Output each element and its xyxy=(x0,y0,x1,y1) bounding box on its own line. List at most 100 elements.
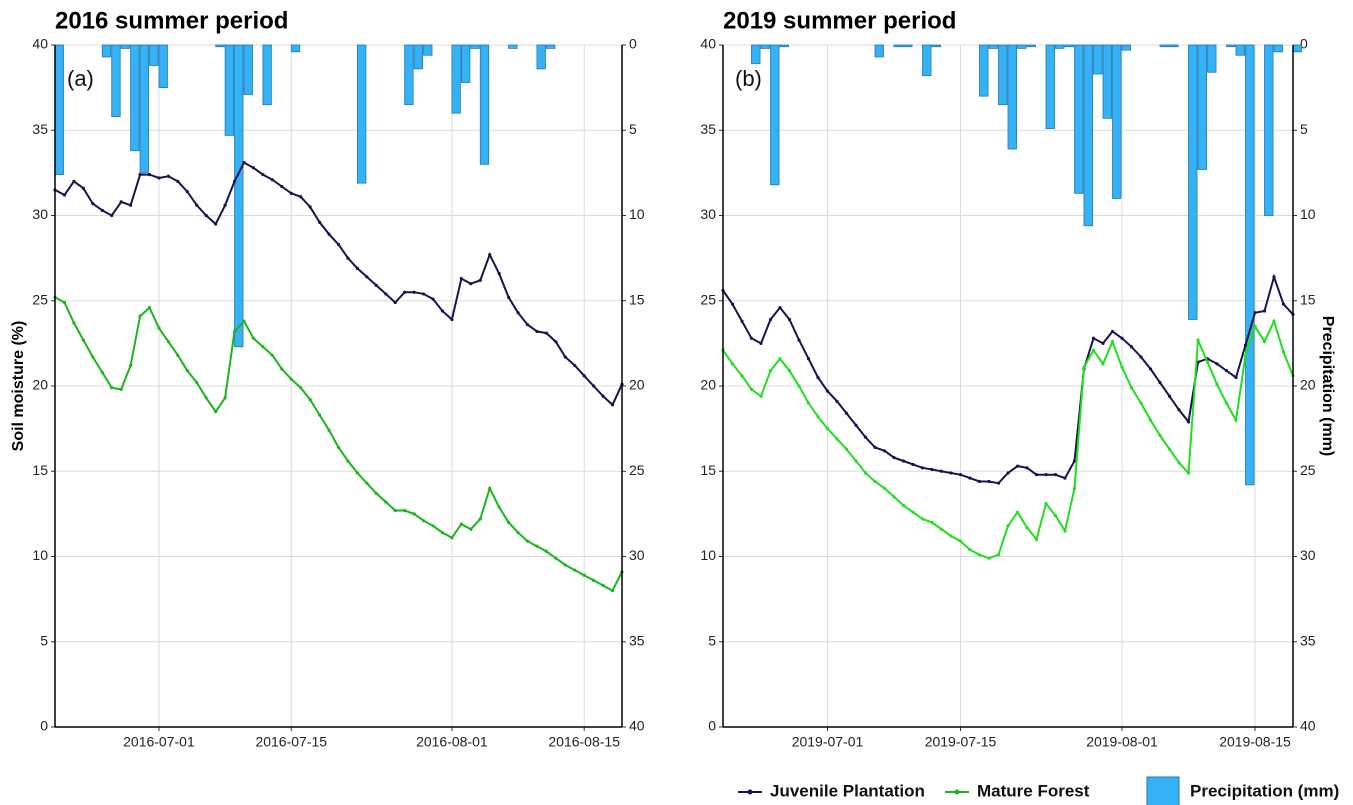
moisture-point xyxy=(204,396,208,400)
moisture-point xyxy=(62,193,67,197)
moisture-point xyxy=(336,445,341,449)
precip-bar xyxy=(1169,44,1179,48)
moisture-point xyxy=(195,203,199,207)
moisture-point xyxy=(797,338,801,342)
moisture-point xyxy=(1262,340,1267,344)
moisture-point xyxy=(308,398,312,402)
moisture-point xyxy=(825,427,830,431)
moisture-point xyxy=(1120,336,1124,340)
moisture-point xyxy=(601,583,605,588)
y-tick-label: 20 xyxy=(32,377,48,393)
moisture-point xyxy=(1120,365,1124,369)
moisture-line xyxy=(722,273,1294,485)
moisture-point xyxy=(1234,375,1238,380)
moisture-point xyxy=(554,556,558,560)
moisture-point xyxy=(1063,529,1067,533)
moisture-point xyxy=(873,445,877,449)
moisture-point xyxy=(403,290,407,294)
moisture-point xyxy=(440,531,445,535)
moisture-point xyxy=(91,355,95,359)
x-tick-label: 2019-08-15 xyxy=(1219,734,1291,750)
x-tick-label: 2016-08-15 xyxy=(548,734,620,750)
moisture-point xyxy=(507,520,511,525)
moisture-point xyxy=(987,556,991,560)
moisture-point xyxy=(270,178,274,182)
moisture-point xyxy=(204,213,208,218)
moisture-point xyxy=(440,309,445,313)
moisture-point xyxy=(223,203,227,207)
moisture-point xyxy=(289,191,293,195)
moisture-point xyxy=(81,186,85,190)
moisture-point xyxy=(459,522,463,526)
moisture-point xyxy=(421,292,426,296)
moisture-point xyxy=(535,544,539,548)
moisture-point xyxy=(911,510,915,514)
moisture-point xyxy=(854,423,858,427)
moisture-point xyxy=(195,380,199,385)
y-tick-label: 25 xyxy=(700,291,716,307)
moisture-point xyxy=(1272,275,1276,279)
precip-bar xyxy=(262,44,272,106)
moisture-point xyxy=(1177,408,1181,412)
precip-bar xyxy=(404,44,414,106)
moisture-point xyxy=(185,190,189,194)
moisture-point xyxy=(996,553,1001,557)
moisture-point xyxy=(911,462,915,467)
moisture-point xyxy=(749,336,754,340)
moisture-point xyxy=(544,549,549,553)
precip-bar xyxy=(1055,44,1065,49)
moisture-point xyxy=(138,314,142,318)
moisture-point xyxy=(478,278,482,282)
moisture-point xyxy=(507,295,511,299)
moisture-point xyxy=(1034,473,1039,477)
moisture-point xyxy=(573,363,577,368)
moisture-point xyxy=(403,508,407,513)
moisture-point xyxy=(930,467,934,472)
panel-annotation: (b) xyxy=(735,66,762,91)
moisture-point xyxy=(214,222,218,226)
moisture-point xyxy=(289,377,293,381)
moisture-point xyxy=(251,336,256,340)
moisture-point xyxy=(412,290,416,294)
y-tick-label: 20 xyxy=(700,377,716,393)
moisture-point xyxy=(1101,341,1105,345)
legend-label: Precipitation (mm) xyxy=(1190,781,1339,800)
moisture-point xyxy=(730,302,735,306)
moisture-point xyxy=(1243,353,1248,357)
moisture-point xyxy=(1063,476,1067,480)
legend-swatch xyxy=(1146,776,1180,805)
moisture-point xyxy=(987,479,991,484)
x-tick-label: 2016-07-01 xyxy=(123,734,195,750)
moisture-point xyxy=(1224,401,1229,405)
moisture-point xyxy=(892,456,896,460)
moisture-point xyxy=(459,276,463,281)
moisture-point xyxy=(1101,362,1105,366)
moisture-point xyxy=(863,471,868,475)
precip-bar xyxy=(931,44,941,48)
precip-bar xyxy=(1083,44,1093,227)
y2-tick-label: 30 xyxy=(1300,547,1316,563)
precip-bar xyxy=(546,44,556,49)
moisture-point xyxy=(778,305,782,310)
moisture-point xyxy=(873,479,877,484)
precip-bar xyxy=(460,44,471,83)
moisture-point xyxy=(1148,367,1153,371)
precip-bar xyxy=(779,44,789,48)
moisture-point xyxy=(478,517,482,521)
moisture-point xyxy=(497,505,501,509)
moisture-point xyxy=(393,300,397,305)
precip-bar xyxy=(224,44,235,136)
precip-bar xyxy=(1007,44,1017,150)
moisture-point xyxy=(768,369,773,373)
precip-bar xyxy=(1235,44,1245,56)
moisture-point xyxy=(535,329,539,334)
x-tick-label: 2019-08-01 xyxy=(1086,734,1158,750)
precip-bar xyxy=(1026,44,1036,48)
moisture-point xyxy=(299,386,303,390)
y2-tick-label: 5 xyxy=(629,121,637,137)
precip-bar xyxy=(234,44,244,348)
moisture-point xyxy=(835,399,839,403)
precip-bar xyxy=(893,44,903,48)
moisture-point xyxy=(1262,309,1267,313)
moisture-point xyxy=(949,471,953,475)
